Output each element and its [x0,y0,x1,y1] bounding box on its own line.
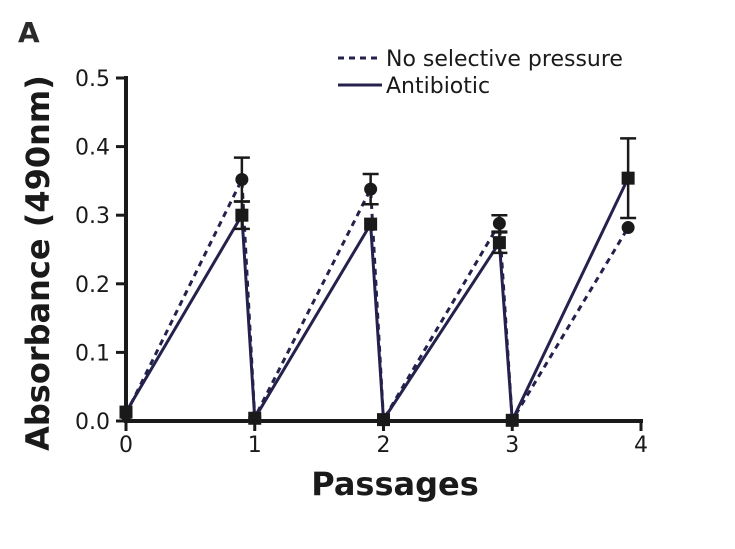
series-line-antibiotic [124,177,630,427]
data-point [119,405,133,419]
y-tick-label: 0.3 [75,204,110,229]
data-point [377,413,390,427]
data-point [235,173,249,187]
x-tick-label: 4 [634,433,648,458]
x-tick-label: 0 [119,433,133,458]
legend-label-antibiotic: Antibiotic [386,74,490,99]
data-point [364,182,378,196]
data-point [248,411,262,425]
data-point [492,216,506,230]
y-tick-label: 0.4 [75,136,110,161]
data-point [621,171,635,185]
series-antibiotic [119,137,637,427]
legend: No selective pressure Antibiotic [338,47,623,99]
y-tick-label: 0.1 [75,341,110,366]
data-point [492,236,506,250]
legend-label-no-selective-pressure: No selective pressure [386,47,623,72]
x-tick-label: 1 [248,433,262,458]
y-tick-label: 0.0 [75,410,110,435]
series-layer [119,137,637,427]
y-tick-label: 0.5 [75,67,110,92]
y-axis-title: Absorbance (490nm) [19,75,57,451]
data-point [235,208,249,222]
x-tick-label: 3 [505,433,519,458]
x-tick-label: 2 [377,433,391,458]
x-ticks: 0 1 2 3 4 [119,421,648,458]
data-point [621,221,635,235]
data-point [505,413,519,427]
data-point [364,217,378,231]
axes [124,76,643,423]
y-ticks: 0.0 0.1 0.2 0.3 0.4 0.5 [75,67,126,435]
panel-label: A [18,16,40,49]
y-tick-label: 0.2 [75,273,110,298]
x-axis-title: Passages [311,465,479,503]
